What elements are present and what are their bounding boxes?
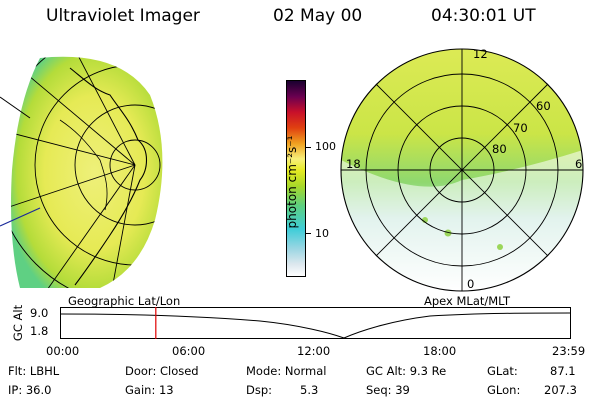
mlat-label-80: 80 [492, 142, 507, 156]
timeline-tick-0000: 00:00 [46, 344, 80, 358]
polar-plot [340, 48, 584, 292]
mlt-label-12: 12 [473, 47, 488, 61]
colorbar-tick [306, 147, 311, 148]
status-glat-value: 87.1 [550, 364, 576, 378]
timeline-value-max: 9.0 [30, 306, 49, 320]
status-door: Door: Closed [125, 364, 199, 378]
colorbar-tick-100: 100 [315, 140, 336, 153]
timeline-tick-1800: 18:00 [423, 344, 457, 358]
geo-panel-label: Geographic Lat/Lon [68, 294, 181, 308]
status-glon-value: 207.3 [544, 383, 577, 397]
altitude-timeline [60, 307, 571, 339]
geo-line [0, 96, 31, 119]
status-glat-label: GLat: [487, 364, 518, 378]
color-bar [286, 80, 306, 277]
polar-panel-label: Apex MLat/MLT [424, 294, 511, 308]
status-mode: Mode: Normal [246, 364, 327, 378]
status-glon-label: GLon: [487, 383, 521, 397]
polar-dot [497, 244, 503, 250]
instrument-title: Ultraviolet Imager [46, 6, 200, 26]
status-gain: Gain: 13 [125, 383, 174, 397]
status-dsp-value: 5.3 [300, 383, 319, 397]
timeline-value-min: 1.8 [30, 324, 49, 338]
polar-dot [444, 229, 452, 237]
timeline-tick-1200: 12:00 [297, 344, 331, 358]
status-dsp-label: Dsp: [246, 383, 273, 397]
altitude-curve [59, 307, 572, 339]
timeline-tick-2359: 23:59 [552, 344, 586, 358]
status-seq: Seq: 39 [366, 383, 410, 397]
colorbar-tick-10: 10 [315, 227, 329, 240]
mlt-label-18: 18 [346, 157, 361, 171]
mlat-label-70: 70 [513, 121, 528, 135]
mlt-label-6: 6 [575, 157, 583, 171]
date-label: 02 May 00 [273, 6, 363, 26]
colorbar-tick [306, 233, 311, 234]
status-filter: Flt: LBHL [8, 364, 60, 378]
timeline-ylabel: GC Alt [11, 304, 25, 342]
status-gc-alt: GC Alt: 9.3 Re [366, 364, 447, 378]
status-ip: IP: 36.0 [8, 383, 52, 397]
mlat-label-60: 60 [536, 99, 551, 113]
geo-line [0, 207, 41, 227]
timeline-tick-0600: 06:00 [172, 344, 206, 358]
geographic-image [0, 56, 163, 289]
mlt-label-0: 0 [467, 277, 475, 291]
time-label: 04:30:01 UT [431, 6, 536, 26]
